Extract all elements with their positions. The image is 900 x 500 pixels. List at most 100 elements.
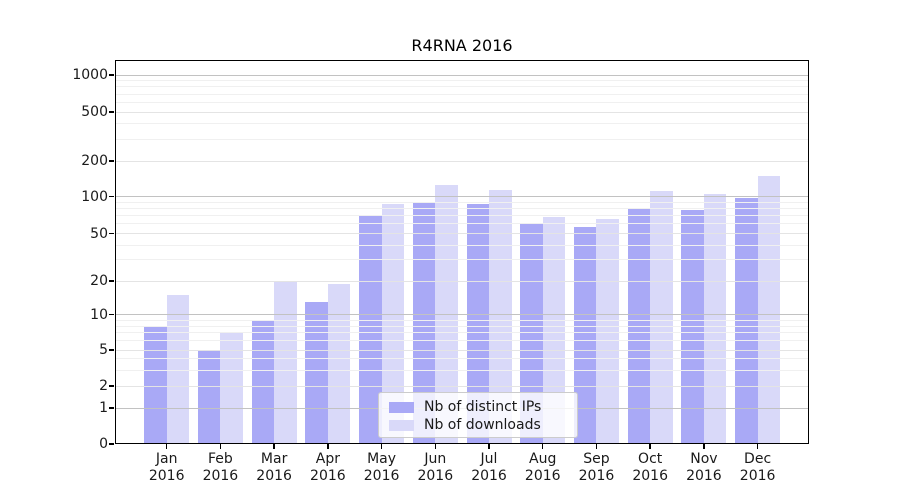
- y-tick-mark: [109, 385, 114, 387]
- x-tick-mark: [273, 444, 275, 449]
- gridline: [115, 358, 809, 360]
- gridline: [115, 160, 809, 162]
- y-tick-label: 10: [90, 306, 108, 323]
- gridline: [115, 93, 809, 95]
- gridline: [115, 332, 809, 334]
- x-tick-mark: [703, 444, 705, 449]
- gridline: [115, 123, 809, 125]
- bar-downloads: [703, 194, 727, 444]
- x-tick-month: Aug: [529, 451, 557, 467]
- x-tick-label: Dec 2016: [740, 451, 776, 485]
- x-tick-label: Oct 2016: [632, 451, 668, 485]
- gridline: [115, 319, 809, 321]
- y-tick-label: 1: [99, 400, 108, 416]
- gridline: [115, 259, 809, 261]
- y-tick-label: 2: [99, 378, 108, 394]
- x-tick-label: Apr 2016: [310, 451, 346, 485]
- y-tick-mark: [109, 74, 114, 76]
- y-tick-mark: [109, 349, 114, 351]
- bar-downloads: [489, 189, 512, 444]
- x-tick-month: May: [367, 451, 397, 467]
- bar-downloads: [381, 203, 405, 444]
- bar-downloads: [220, 332, 243, 444]
- gridline: [115, 340, 809, 342]
- y-tick-mark: [109, 443, 114, 445]
- gridline: [115, 244, 809, 246]
- x-tick-mark: [595, 444, 598, 449]
- gridline: [115, 233, 809, 234]
- x-tick-label: Jan 2016: [149, 451, 185, 485]
- legend-swatch: [389, 401, 414, 413]
- x-tick-year: 2016: [148, 468, 185, 484]
- x-tick-mark: [327, 444, 329, 449]
- x-tick-month: Oct: [638, 451, 663, 467]
- y-tick-mark: [109, 314, 114, 316]
- bar-downloads: [542, 217, 566, 444]
- y-tick-label: 500: [81, 104, 108, 120]
- bar-distinct-ips: [735, 197, 758, 444]
- grid-layer: [115, 60, 809, 444]
- bar-distinct-ips: [520, 223, 543, 444]
- bar-distinct-ips: [466, 203, 490, 444]
- gridline: [115, 201, 809, 203]
- y-tick-label: 5: [99, 342, 108, 358]
- y-tick-mark: [109, 280, 114, 282]
- gridline: [115, 80, 809, 82]
- legend-item: Nb of downloads: [389, 416, 577, 434]
- y-tick-label: 50: [90, 225, 108, 242]
- gridline: [115, 314, 809, 316]
- bar-downloads: [166, 295, 190, 444]
- x-tick-label: May 2016: [364, 451, 400, 485]
- legend-swatch: [389, 419, 414, 431]
- y-tick-label: 20: [90, 273, 108, 289]
- gridline: [115, 369, 809, 371]
- x-tick-label: Sep 2016: [579, 451, 615, 485]
- x-tick-year: 2016: [578, 468, 615, 484]
- gridline: [115, 280, 809, 282]
- x-tick-year: 2016: [256, 468, 292, 484]
- legend-item: Nb of distinct IPs: [389, 398, 577, 416]
- x-tick-year: 2016: [524, 468, 561, 484]
- x-tick-month: Feb: [208, 451, 233, 467]
- x-tick-mark: [166, 444, 168, 449]
- x-tick-mark: [542, 444, 544, 449]
- bar-downloads: [596, 218, 619, 444]
- bar-distinct-ips: [412, 202, 436, 444]
- x-tick-mark: [219, 444, 222, 449]
- y-tick-label: 1000: [72, 67, 108, 83]
- x-tick-label: Nov 2016: [686, 451, 722, 485]
- legend-label: Nb of distinct IPs: [424, 399, 542, 415]
- bar-distinct-ips: [144, 326, 167, 444]
- x-tick-month: Dec: [744, 451, 772, 467]
- y-tick-mark: [109, 232, 114, 235]
- y-tick-mark: [109, 160, 114, 162]
- x-tick-label: Feb 2016: [203, 451, 239, 485]
- x-tick-month: Jan: [155, 451, 178, 467]
- x-tick-mark: [756, 444, 759, 449]
- x-tick-year: 2016: [686, 468, 722, 484]
- gridline: [115, 138, 809, 140]
- gridline: [115, 101, 809, 103]
- bar-distinct-ips: [197, 350, 221, 444]
- legend: Nb of distinct IPs Nb of downloads: [378, 392, 578, 438]
- bar-downloads: [327, 283, 351, 444]
- gridline: [115, 208, 809, 210]
- x-tick-label: Jun 2016: [417, 451, 453, 485]
- bar-distinct-ips: [573, 227, 597, 444]
- x-tick-mark: [649, 444, 651, 449]
- bar-downloads: [757, 175, 781, 444]
- x-tick-year: 2016: [310, 468, 346, 484]
- x-tick-month: Mar: [260, 451, 288, 467]
- gridline: [115, 196, 809, 198]
- gridline: [115, 223, 809, 225]
- bar-downloads: [274, 281, 297, 444]
- bar-downloads: [650, 190, 673, 444]
- gridline: [115, 349, 809, 351]
- bar-distinct-ips: [251, 320, 275, 444]
- y-tick-label: 100: [81, 188, 108, 205]
- gridline: [115, 215, 809, 217]
- x-tick-mark: [434, 444, 436, 449]
- plot-area: [115, 60, 809, 444]
- chart-title: R4RNA 2016: [411, 36, 513, 55]
